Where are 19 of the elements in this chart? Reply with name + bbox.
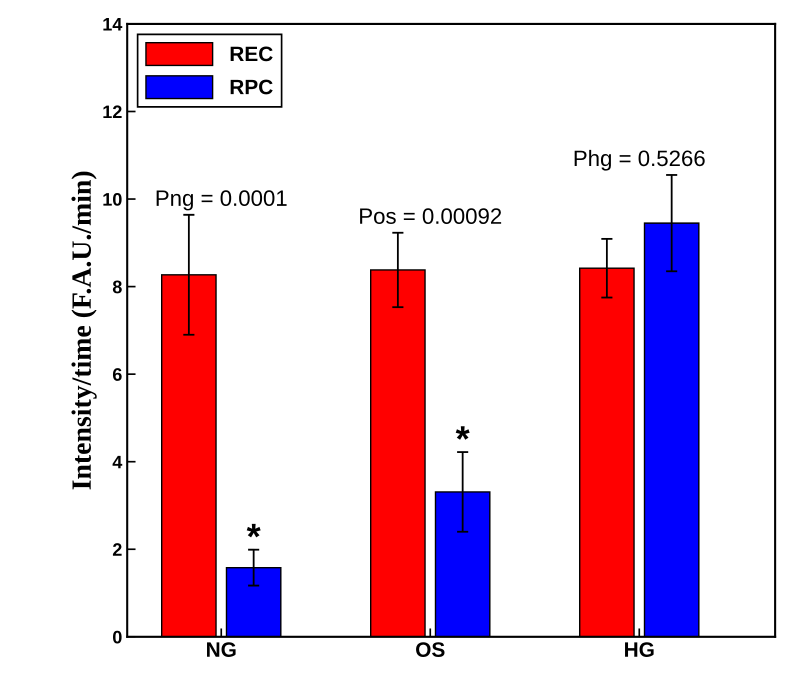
x-tick-label: OS bbox=[416, 642, 444, 657]
y-axis-title: Intensity/time (F.A.U./min) bbox=[71, 172, 97, 490]
y-tick-label: 10 bbox=[103, 192, 122, 206]
y-tick-label: 2 bbox=[112, 543, 122, 556]
annotation: Png = 0.0001 bbox=[156, 190, 287, 210]
y-tick-label: 6 bbox=[112, 368, 122, 381]
annotation: * bbox=[456, 426, 470, 440]
y-tick-label: 0 bbox=[113, 630, 122, 644]
annotation: Phg = 0.5266 bbox=[574, 150, 705, 171]
annotation: * bbox=[246, 524, 261, 538]
x-tick-label: NG bbox=[207, 642, 236, 657]
x-tick-label: HG bbox=[625, 642, 654, 657]
y-tick-label: 12 bbox=[103, 105, 122, 118]
y-tick-label: 8 bbox=[112, 280, 122, 294]
annotation: Pos = 0.00092 bbox=[360, 208, 502, 224]
legend-label: RPC bbox=[230, 80, 273, 94]
y-tick-label: 14 bbox=[103, 18, 122, 30]
legend-label: REC bbox=[230, 46, 273, 62]
y-tick-label: 4 bbox=[112, 456, 122, 468]
